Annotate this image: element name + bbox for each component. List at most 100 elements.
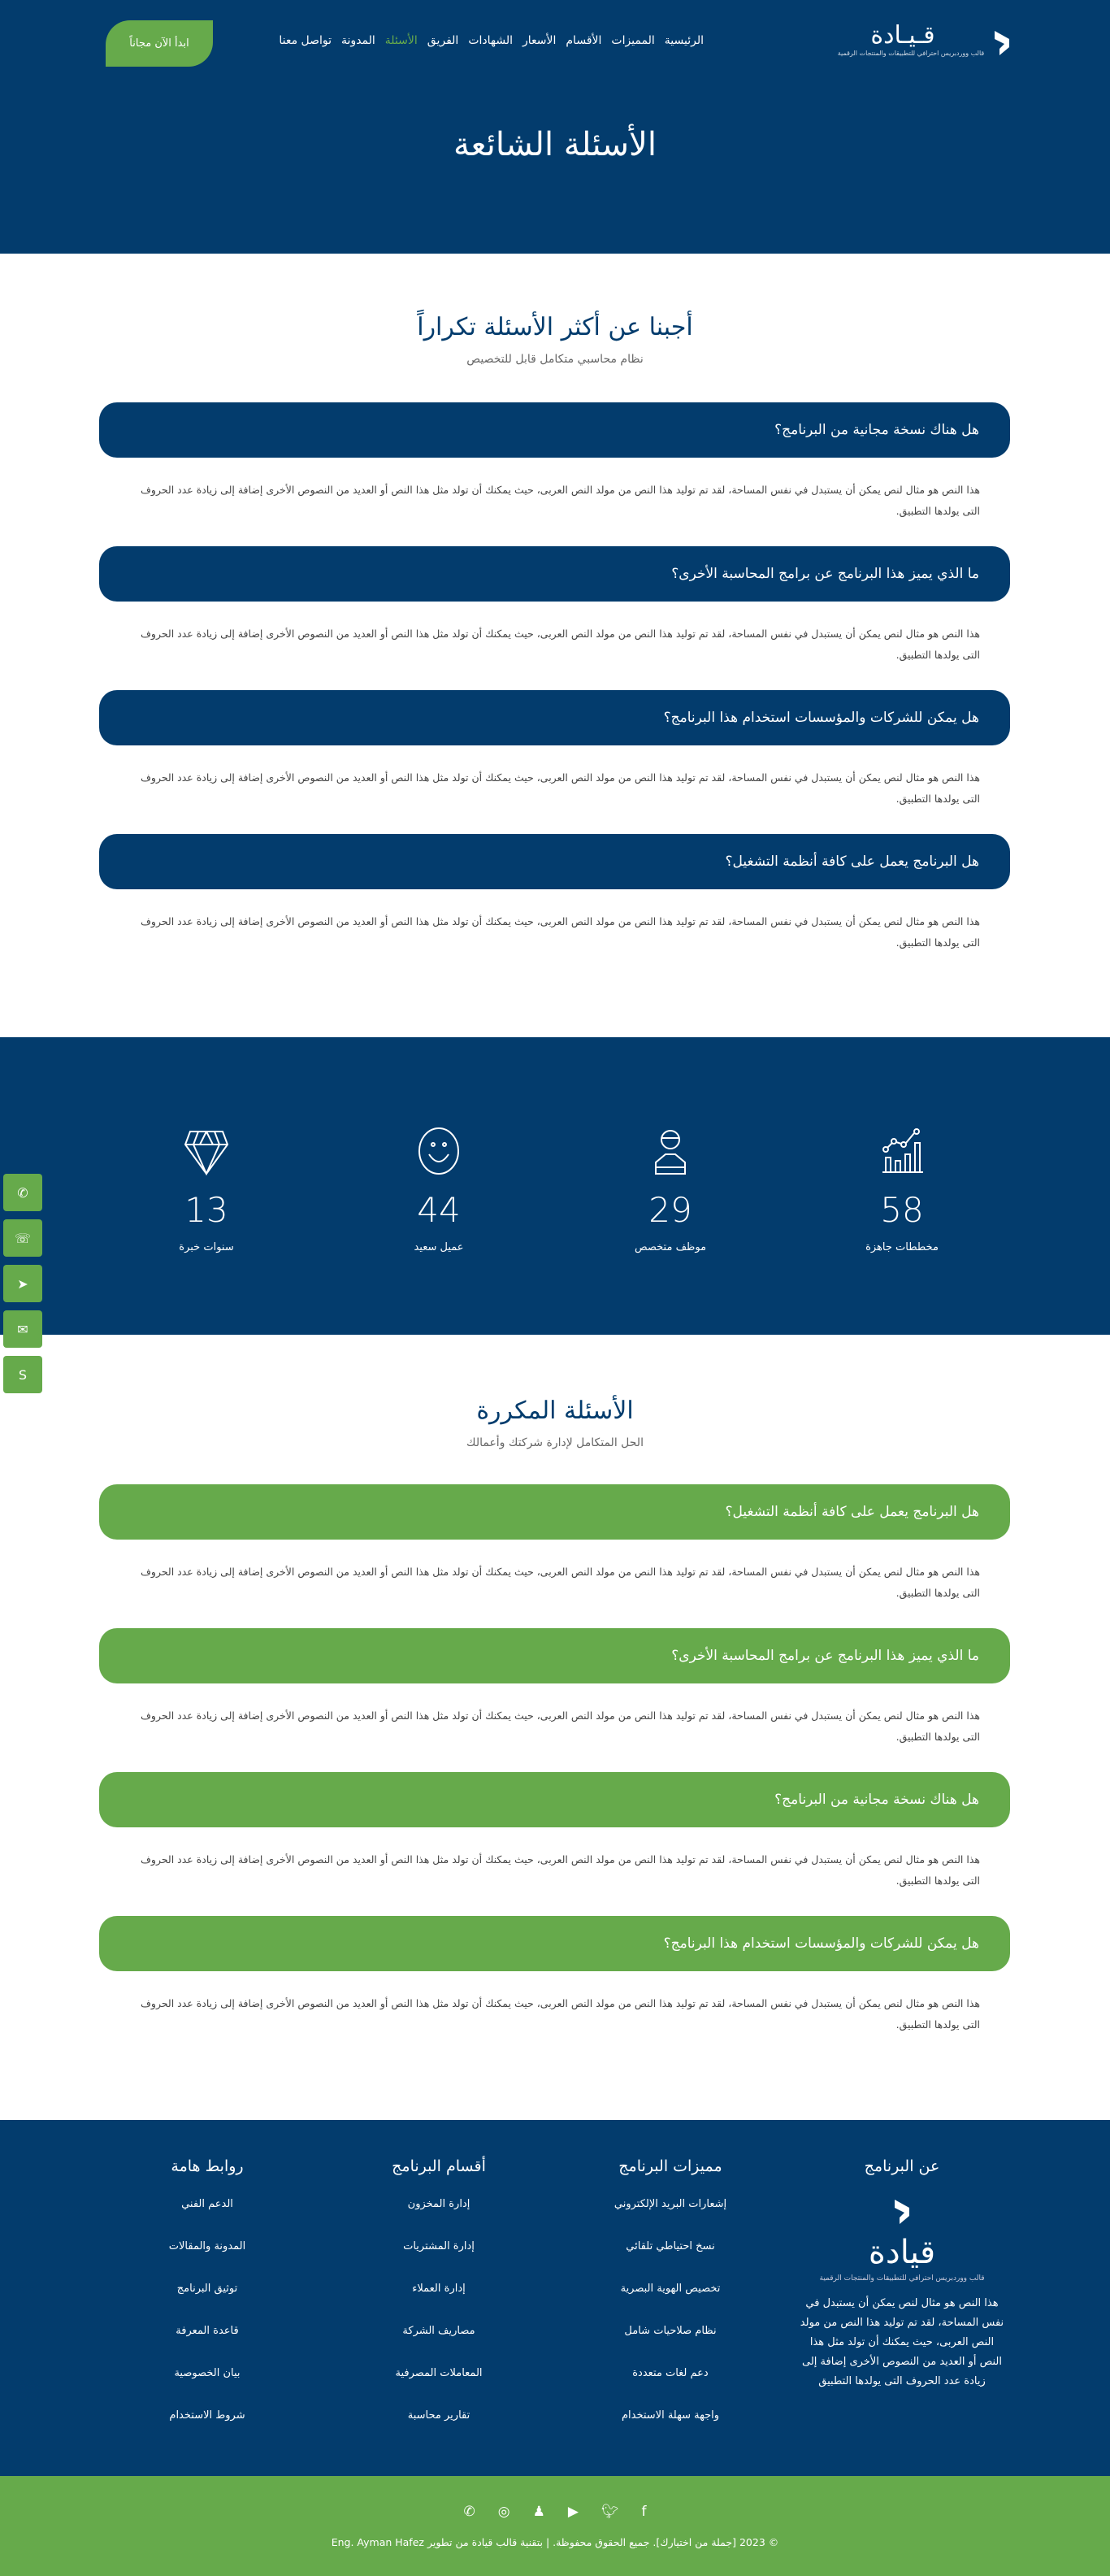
facebook-icon[interactable]: f (641, 2504, 647, 2520)
viber-icon[interactable]: ☏ (3, 1219, 42, 1257)
page-title: الأسئلة الشائعة (453, 126, 657, 163)
nav-pricing[interactable]: الأسعار (522, 34, 557, 47)
nav-testimonials[interactable]: الشهادات (468, 34, 513, 47)
logo[interactable]: قـيـادة قالب ووردبريس احترافي للتطبيقات … (826, 21, 1012, 57)
stat-label: مخططات جاهزة (865, 1241, 939, 1253)
faq-answer: هذا النص هو مثال لنص يمكن أن يستبدل في ن… (140, 1709, 980, 1743)
whatsapp-icon[interactable]: ✆ (3, 1174, 42, 1211)
faq-question[interactable]: هل هناك نسخة مجانية من البرنامج؟ (99, 1772, 1010, 1827)
footer-link[interactable]: توثيق البرنامج (176, 2283, 238, 2295)
stat-value: 13 (184, 1190, 228, 1230)
chart-icon (882, 1128, 923, 1173)
footer-heading: روابط هامة (171, 2157, 244, 2175)
stat-value: 29 (648, 1190, 692, 1230)
footer: عن البرنامج قيادة قالب ووردبريس احترافي … (0, 2120, 1110, 2476)
footer-about: عن البرنامج قيادة قالب ووردبريس احترافي … (796, 2157, 1008, 2391)
copyright: © 2023 [جملة من اختيارك]. جميع الحقوق مح… (331, 2536, 779, 2548)
stats-section: 58 مخططات جاهزة 29 موظف متخصص 44 عميل سع… (0, 1037, 1110, 1335)
footer-link[interactable]: نظام صلاحيات شامل (624, 2325, 717, 2337)
faq-question[interactable]: هل يمكن للشركات والمؤسسات استخدام هذا ال… (99, 1916, 1010, 1971)
faq-answer: هذا النص هو مثال لنص يمكن أن يستبدل في ن… (140, 771, 980, 805)
nav-team[interactable]: الفريق (427, 34, 459, 47)
skype-icon[interactable]: S (3, 1356, 42, 1393)
footer-links: روابط هامة الدعم الفني المدونة والمقالات… (102, 2157, 313, 2452)
stat-label: سنوات خبرة (179, 1241, 234, 1253)
stat-charts: 58 مخططات جاهزة (837, 1127, 967, 1253)
stat-label: عميل سعيد (414, 1241, 464, 1253)
twitter-icon[interactable]: 🐦︎ (601, 2504, 619, 2520)
faq-question[interactable]: هل البرنامج يعمل على كافة أنظمة التشغيل؟ (99, 834, 1010, 889)
footer-link[interactable]: دعم لغات متعددة (632, 2367, 709, 2379)
footer-link[interactable]: إدارة المخزون (407, 2198, 470, 2210)
footer-heading: عن البرنامج (864, 2157, 940, 2175)
main-nav: الرئيسية المميزات الأقسام الأسعار الشهاد… (279, 34, 704, 47)
faq-answer: هذا النص هو مثال لنص يمكن أن يستبدل في ن… (140, 915, 980, 949)
footer-bottom: ✆ ◎ ♟ ▶ 🐦︎ f © 2023 [جملة من اختيارك]. ج… (0, 2476, 1110, 2576)
faq-question[interactable]: هل البرنامج يعمل على كافة أنظمة التشغيل؟ (99, 1484, 1010, 1540)
footer-link[interactable]: إدارة المشتريات (403, 2240, 475, 2252)
faq-question[interactable]: ما الذي يميز هذا البرنامج عن برامج المحا… (99, 546, 1010, 602)
footer-link[interactable]: قاعدة المعرفة (176, 2325, 239, 2337)
hero-header: قـيـادة قالب ووردبريس احترافي للتطبيقات … (0, 0, 1110, 254)
section-subtitle: نظام محاسبي متكامل قابل للتخصيص (466, 353, 644, 366)
whatsapp-icon[interactable]: ✆ (463, 2504, 475, 2520)
faq-question[interactable]: هل يمكن للشركات والمؤسسات استخدام هذا ال… (99, 690, 1010, 745)
nav-blog[interactable]: المدونة (341, 34, 375, 47)
footer-heading: أقسام البرنامج (392, 2157, 486, 2175)
nav-faq[interactable]: الأسئلة (384, 34, 418, 47)
footer-link[interactable]: واجهة سهلة الاستخدام (621, 2409, 720, 2422)
nav-contact[interactable]: تواصل معنا (279, 34, 332, 47)
stat-years: 13 سنوات خبرة (141, 1127, 271, 1253)
instagram-icon[interactable]: ◎ (497, 2504, 510, 2520)
brand-name: قـيـادة (870, 21, 935, 50)
start-free-button[interactable]: ابدأ الآن مجاناً (106, 20, 213, 67)
logo-mark-icon (895, 2200, 909, 2224)
snapchat-icon[interactable]: ♟ (532, 2504, 545, 2520)
footer-link[interactable]: نسخ احتياطي تلقائي (626, 2240, 715, 2252)
footer-link[interactable]: المعاملات المصرفية (395, 2367, 483, 2379)
brand-tagline: قالب ووردبريس احترافي للتطبيقات والمنتجا… (837, 50, 985, 57)
youtube-icon[interactable]: ▶ (567, 2504, 579, 2520)
footer-link[interactable]: بيان الخصوصية (174, 2367, 241, 2379)
footer-link[interactable]: شروط الاستخدام (169, 2409, 245, 2422)
nav-features[interactable]: المميزات (611, 34, 655, 47)
telegram-icon[interactable]: ➤ (3, 1265, 42, 1302)
stat-value: 44 (417, 1190, 461, 1230)
footer-link[interactable]: تخصيص الهوية البصرية (620, 2283, 721, 2295)
stat-label: موظف متخصص (634, 1241, 707, 1253)
faq-answer: هذا النص هو مثال لنص يمكن أن يستبدل في ن… (140, 1997, 980, 2031)
faq-question[interactable]: هل هناك نسخة مجانية من البرنامج؟ (99, 402, 1010, 458)
logo-mark-icon (995, 31, 1009, 55)
footer-link[interactable]: مصاريف الشركة (402, 2325, 475, 2337)
footer-link[interactable]: إشعارات البريد الإلكتروني (614, 2198, 727, 2210)
section-title: أجبنا عن أكثر الأسئلة تكراراً (417, 313, 693, 341)
floating-contact-bar: ✆ ☏ ➤ ✉ S (3, 1174, 42, 1401)
footer-link[interactable]: تقارير محاسبة (407, 2409, 470, 2422)
footer-link[interactable]: إدارة العملاء (412, 2283, 466, 2295)
footer-link[interactable]: المدونة والمقالات (168, 2240, 246, 2252)
stat-staff: 29 موظف متخصص (605, 1127, 735, 1253)
footer-about-text: هذا النص هو مثال لنص يمكن أن يستبدل في ن… (800, 2297, 1004, 2387)
nav-sections[interactable]: الأقسام (566, 34, 602, 47)
footer-sections: أقسام البرنامج إدارة المخزون إدارة المشت… (333, 2157, 544, 2452)
messenger-icon[interactable]: ✉ (3, 1310, 42, 1348)
footer-link[interactable]: الدعم الفني (181, 2198, 233, 2210)
faq-question[interactable]: ما الذي يميز هذا البرنامج عن برامج المحا… (99, 1628, 1010, 1683)
faq-answer: هذا النص هو مثال لنص يمكن أن يستبدل في ن… (140, 1853, 980, 1887)
nav-home[interactable]: الرئيسية (664, 34, 704, 47)
footer-tagline: قالب ووردبريس احترافي للتطبيقات والمنتجا… (819, 2274, 985, 2283)
footer-brand: قيادة (868, 2234, 936, 2271)
smile-icon (418, 1127, 459, 1175)
faq-answer: هذا النص هو مثال لنص يمكن أن يستبدل في ن… (140, 484, 980, 517)
stat-clients: 44 عميل سعيد (374, 1127, 504, 1253)
section-subtitle: الحل المتكامل لإدارة شركتك وأعمالك (466, 1436, 644, 1449)
social-links: ✆ ◎ ♟ ▶ 🐦︎ f (0, 2504, 1110, 2520)
faq-answer: هذا النص هو مثال لنص يمكن أن يستبدل في ن… (140, 1566, 980, 1599)
faq-answer: هذا النص هو مثال لنص يمكن أن يستبدل في ن… (140, 628, 980, 661)
faq2-header: الأسئلة المكررة الحل المتكامل لإدارة شرك… (0, 1397, 1110, 1449)
footer-features: مميزات البرنامج إشعارات البريد الإلكترون… (565, 2157, 776, 2452)
footer-heading: مميزات البرنامج (618, 2157, 722, 2175)
section-title: الأسئلة المكررة (476, 1397, 634, 1425)
faq1-header: أجبنا عن أكثر الأسئلة تكراراً نظام محاسب… (0, 313, 1110, 366)
user-icon (655, 1130, 686, 1175)
